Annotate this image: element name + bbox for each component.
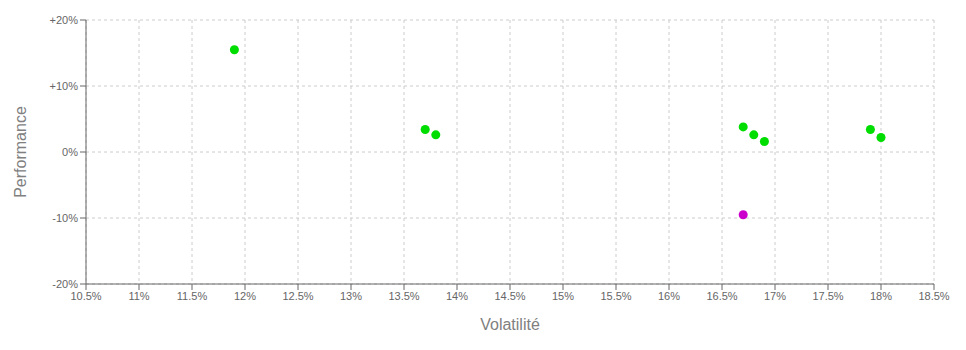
svg-text:18%: 18% bbox=[870, 290, 892, 302]
svg-text:16.5%: 16.5% bbox=[706, 290, 737, 302]
svg-text:12%: 12% bbox=[234, 290, 256, 302]
svg-text:Performance: Performance bbox=[12, 106, 29, 198]
svg-text:10.5%: 10.5% bbox=[70, 290, 101, 302]
svg-text:Volatilité: Volatilité bbox=[480, 316, 540, 333]
svg-text:13.5%: 13.5% bbox=[388, 290, 419, 302]
svg-text:-10%: -10% bbox=[52, 212, 78, 224]
svg-text:14%: 14% bbox=[446, 290, 468, 302]
svg-text:16%: 16% bbox=[658, 290, 680, 302]
svg-text:+10%: +10% bbox=[50, 80, 79, 92]
svg-text:13%: 13% bbox=[340, 290, 362, 302]
svg-text:15%: 15% bbox=[552, 290, 574, 302]
svg-text:18.5%: 18.5% bbox=[918, 290, 949, 302]
svg-text:11%: 11% bbox=[128, 290, 149, 302]
svg-text:17%: 17% bbox=[764, 290, 786, 302]
svg-text:14.5%: 14.5% bbox=[494, 290, 525, 302]
svg-text:17.5%: 17.5% bbox=[812, 290, 843, 302]
svg-text:0%: 0% bbox=[62, 146, 78, 158]
svg-text:15.5%: 15.5% bbox=[600, 290, 631, 302]
svg-text:-20%: -20% bbox=[52, 278, 78, 290]
svg-text:12.5%: 12.5% bbox=[282, 290, 313, 302]
svg-text:11.5%: 11.5% bbox=[177, 290, 208, 302]
svg-text:+20%: +20% bbox=[50, 14, 79, 26]
